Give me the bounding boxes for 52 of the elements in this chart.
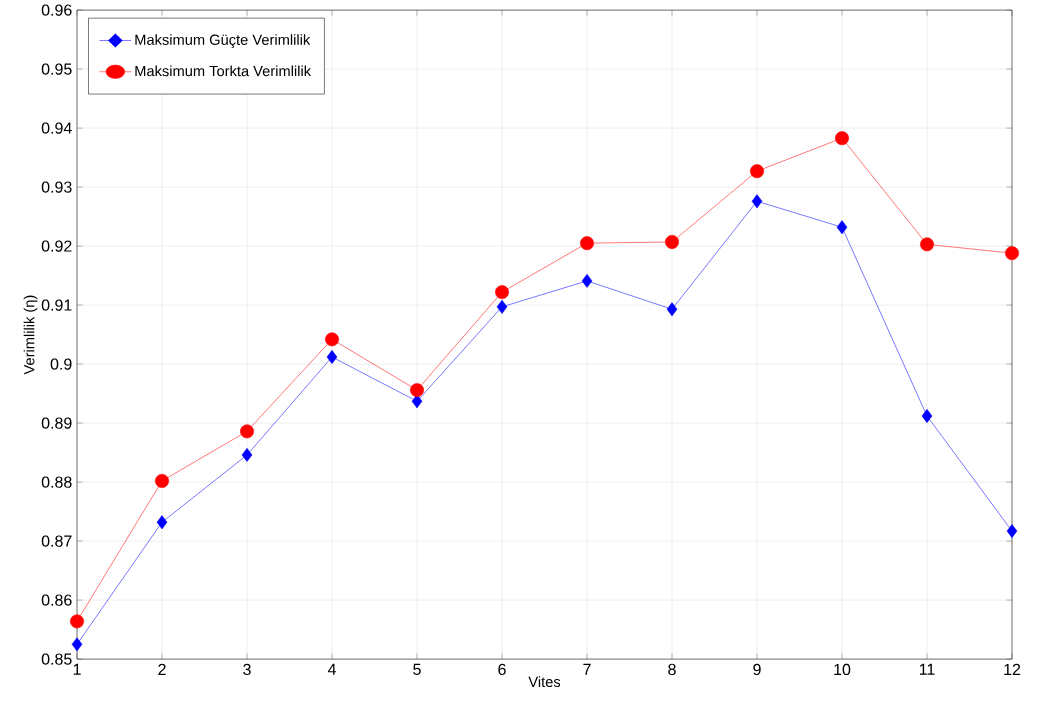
- x-tick-label: 5: [413, 663, 421, 675]
- x-tick-label: 2: [158, 663, 166, 675]
- y-tick-label: 0.89: [41, 417, 72, 429]
- x-tick-label: 8: [668, 663, 676, 676]
- x-tick-label: 1: [73, 663, 81, 675]
- y-tick-label: 0.93: [41, 181, 72, 193]
- x-tick-label: 4: [327, 663, 336, 675]
- point: [240, 424, 254, 439]
- y-tick-label: 0.94: [41, 122, 72, 134]
- x-tick-label: 11: [919, 663, 935, 675]
- y-tick-label: 0.87: [41, 535, 72, 547]
- point: [325, 332, 339, 347]
- point: [750, 164, 764, 179]
- point: [751, 194, 763, 209]
- point: [241, 447, 253, 462]
- point: [921, 409, 933, 423]
- x-tick-label: 3: [243, 663, 251, 676]
- point: [835, 131, 849, 146]
- point: [920, 237, 934, 252]
- point: [1005, 246, 1019, 261]
- point: [70, 614, 84, 629]
- point: [71, 637, 83, 652]
- y-tick-label: 0.92: [41, 240, 72, 252]
- point: [411, 394, 423, 409]
- point: [836, 220, 848, 235]
- y-tick-label: 0.96: [41, 4, 72, 16]
- y-tick-label: 0.95: [41, 63, 72, 75]
- x-axis-title: Vites: [528, 676, 561, 688]
- point: [580, 236, 594, 251]
- y-tick-label: 0.85: [41, 653, 72, 665]
- y-tick-label: 0.86: [41, 594, 72, 606]
- x-tick-label: 9: [753, 663, 761, 676]
- legend-label: Maksimum Güçte Verimlilik: [135, 34, 311, 48]
- y-tick-label: 0.9: [50, 358, 72, 370]
- x-tick-label: 12: [1004, 663, 1021, 675]
- point: [1006, 524, 1018, 538]
- legend-label: Maksimum Torkta Verimlilik: [135, 65, 312, 77]
- point: [666, 302, 678, 317]
- y-tick-label: 0.91: [41, 299, 72, 311]
- x-tick-label: 10: [834, 663, 851, 676]
- x-tick-label: 6: [498, 663, 506, 676]
- point: [156, 515, 168, 530]
- point: [581, 273, 593, 288]
- point: [326, 350, 338, 364]
- x-tick-label: 7: [583, 663, 591, 675]
- y-axis-title: Verimlilik (η): [23, 295, 38, 375]
- point: [410, 383, 424, 397]
- point: [155, 473, 169, 488]
- y-tick-label: 0.88: [41, 476, 72, 488]
- point: [495, 285, 509, 300]
- point: [496, 299, 508, 314]
- point: [665, 234, 679, 249]
